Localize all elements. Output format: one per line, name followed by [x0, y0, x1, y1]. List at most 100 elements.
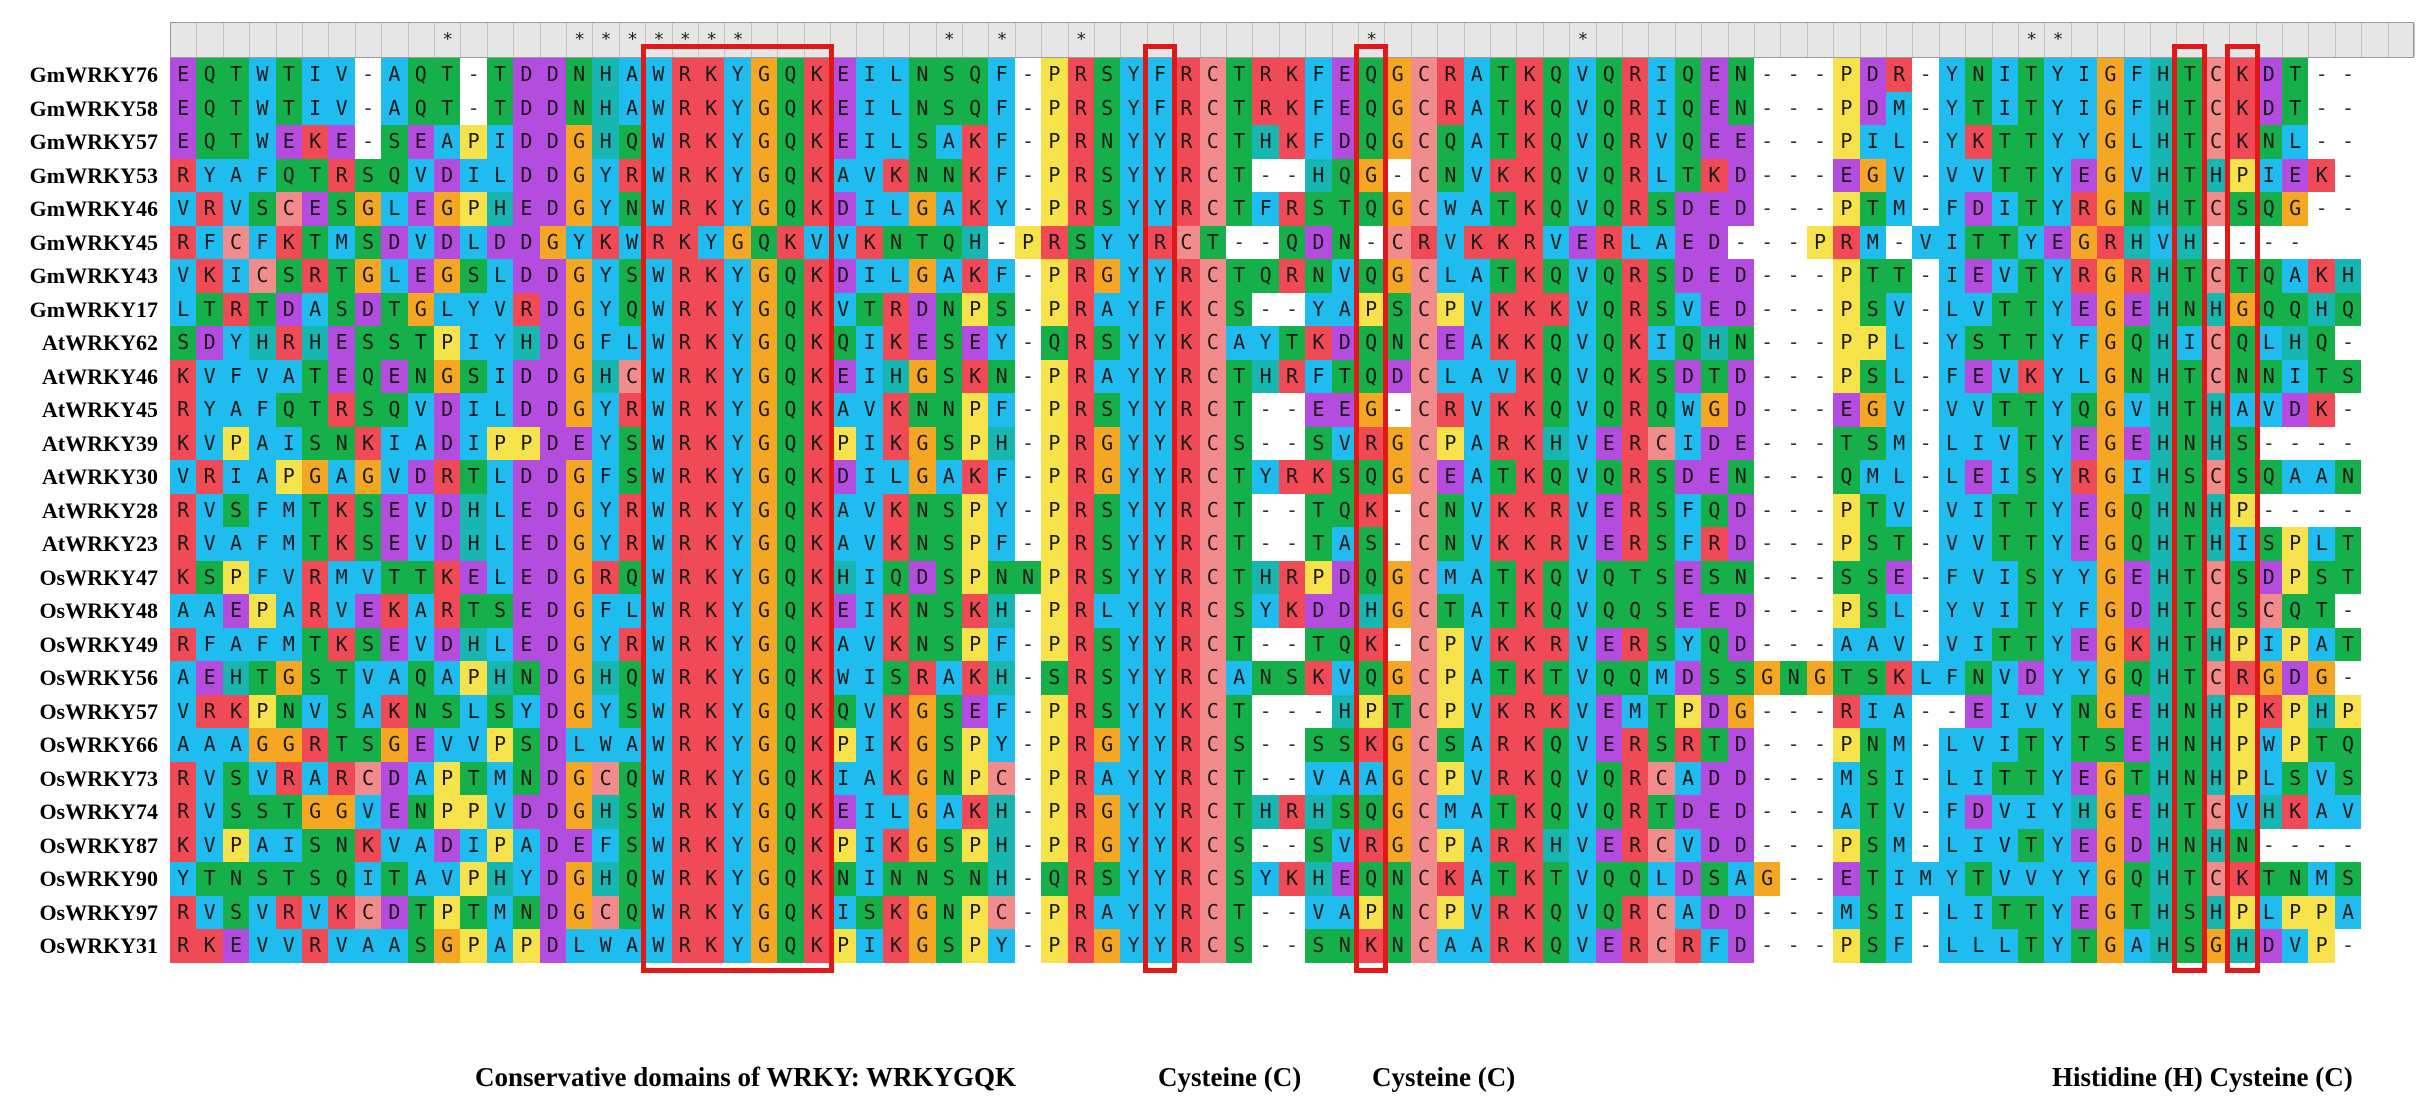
residue-cell: A — [434, 125, 461, 159]
residue-cell: D — [1965, 192, 1992, 226]
residue-cell: E — [2070, 895, 2098, 929]
residue-cell: S — [249, 862, 276, 896]
residue-cell: C — [1173, 225, 1200, 259]
residue-cell: E — [2070, 292, 2098, 326]
residue-cell: A — [196, 594, 223, 628]
residue-cell: A — [381, 91, 408, 125]
residue-cell: Q — [407, 661, 434, 695]
residue-cell: D — [539, 292, 566, 326]
residue-cell: Y — [1938, 91, 1966, 125]
residue-cell: H — [2202, 426, 2230, 460]
residue-cell: E — [1331, 393, 1358, 427]
residue-cell: K — [803, 158, 830, 192]
gap-cell: - — [1806, 862, 1834, 896]
residue-cell: G — [1859, 158, 1886, 192]
residue-cell: G — [2282, 192, 2309, 226]
residue-cell: G — [1094, 795, 1121, 829]
residue-cell: C — [1199, 292, 1226, 326]
residue-cell: T — [2018, 728, 2045, 762]
gap-cell: - — [1886, 225, 1913, 259]
gap-cell: - — [2229, 225, 2256, 259]
gap-cell: - — [1806, 192, 1834, 226]
residue-cell: P — [1041, 795, 1068, 829]
residue-cell: K — [698, 292, 725, 326]
ruler-cell — [2362, 23, 2389, 57]
gap-cell: - — [1252, 292, 1279, 326]
residue-cell: V — [1991, 828, 2018, 862]
gap-cell: - — [2334, 828, 2362, 862]
residue-cell: R — [1173, 259, 1200, 293]
residue-cell: Q — [777, 326, 804, 360]
gap-cell: - — [1780, 560, 1807, 594]
residue-cell: P — [2308, 895, 2335, 929]
residue-cell: H — [2150, 493, 2177, 527]
residue-cell: E — [407, 259, 434, 293]
residue-cell: V — [1569, 862, 1596, 896]
residue-cell: T — [1991, 493, 2018, 527]
residue-cell: K — [1965, 125, 1992, 159]
residue-cell: W — [645, 594, 672, 628]
residue-cell: R — [328, 393, 355, 427]
ruler-cell — [1412, 23, 1439, 57]
residue-cell: T — [302, 359, 329, 393]
residue-cell: V — [196, 828, 223, 862]
residue-cell: P — [962, 728, 989, 762]
residue-cell: E — [2070, 527, 2098, 561]
gap-cell: - — [1780, 761, 1807, 795]
residue-cell: V — [1569, 192, 1596, 226]
residue-cell: S — [618, 460, 646, 494]
residue-cell: I — [1991, 560, 2018, 594]
gap-cell: - — [1014, 493, 1042, 527]
residue-cell: N — [1384, 326, 1411, 360]
residue-cell: K — [698, 527, 725, 561]
gap-cell: - — [1806, 828, 1834, 862]
cysteine-label-2: Cysteine (C) — [1372, 1062, 1516, 1092]
residue-cell: I — [1648, 58, 1675, 92]
ruler-cell — [1385, 23, 1412, 57]
ruler-cell — [2098, 23, 2125, 57]
residue-cell: Y — [1146, 862, 1174, 896]
gap-cell: - — [1278, 728, 1306, 762]
residue-cell: C — [592, 761, 619, 795]
residue-cell: G — [750, 560, 778, 594]
residue-cell: R — [671, 393, 698, 427]
residue-cell: T — [1305, 527, 1332, 561]
residue-cell: G — [354, 460, 382, 494]
residue-cell: Y — [2044, 728, 2071, 762]
residue-cell: W — [645, 527, 672, 561]
residue-cell: Q — [1542, 728, 1570, 762]
residue-cell: A — [2282, 259, 2309, 293]
residue-cell: G — [302, 460, 329, 494]
residue-cell: I — [486, 359, 514, 393]
residue-cell: E — [1965, 694, 1992, 728]
residue-cell: H — [486, 862, 514, 896]
residue-cell: R — [222, 292, 250, 326]
residue-cell: C — [1199, 594, 1226, 628]
residue-cell: P — [962, 560, 989, 594]
residue-cell: V — [407, 225, 434, 259]
residue-cell: W — [645, 795, 672, 829]
residue-cell: D — [1701, 895, 1728, 929]
residue-cell: F — [592, 594, 619, 628]
gap-cell: - — [2334, 426, 2362, 460]
residue-cell: T — [2070, 728, 2098, 762]
residue-cell: N — [513, 761, 540, 795]
residue-cell: V — [1463, 627, 1490, 661]
residue-cell: E — [830, 91, 857, 125]
gap-cell: - — [1754, 326, 1781, 360]
residue-cell: G — [724, 225, 751, 259]
gap-cell: - — [1912, 192, 1939, 226]
residue-cell: H — [2150, 158, 2177, 192]
residue-cell: E — [1595, 694, 1622, 728]
residue-cell: E — [2123, 694, 2150, 728]
residue-cell: R — [1173, 728, 1200, 762]
residue-cell: V — [1569, 359, 1596, 393]
residue-cell: P — [1041, 694, 1068, 728]
residue-cell: C — [1199, 795, 1226, 829]
ruler-cell — [1016, 23, 1043, 57]
residue-cell: K — [1490, 393, 1517, 427]
ruler-cell — [1940, 23, 1967, 57]
residue-cell: R — [1516, 694, 1543, 728]
residue-cell: C — [1648, 426, 1675, 460]
residue-cell: V — [249, 895, 276, 929]
